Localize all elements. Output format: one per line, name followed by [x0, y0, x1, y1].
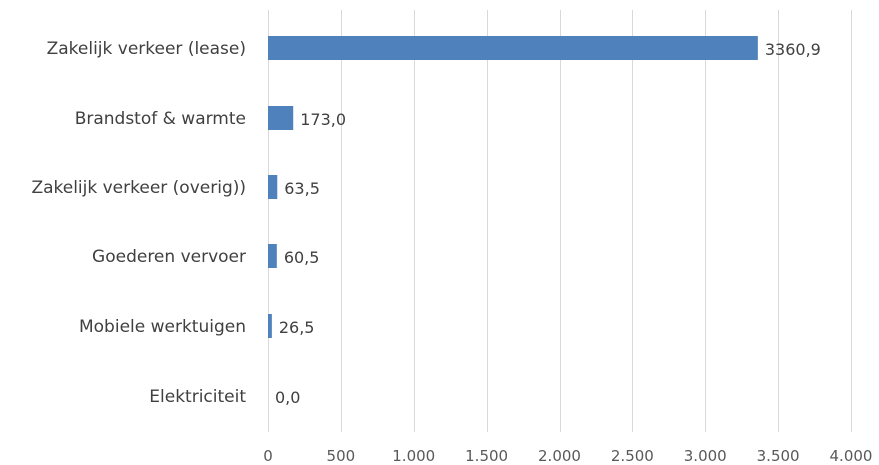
- category-label: Brandstof & warmte: [75, 109, 246, 129]
- value-label: 60,5: [284, 248, 320, 267]
- category-label: Elektriciteit: [149, 387, 246, 407]
- bar: [268, 175, 278, 199]
- x-tick-label: 2.500: [611, 447, 654, 465]
- chart-gridlines: [268, 10, 852, 432]
- x-tick-label: 2.000: [538, 447, 581, 465]
- bar: [268, 36, 758, 60]
- category-label: Mobiele werktuigen: [79, 317, 246, 337]
- value-labels: 3360,9 173,0 63,5 60,5 26,5 0,0: [275, 40, 821, 407]
- category-label: Goederen vervoer: [92, 247, 246, 267]
- x-tick-label: 500: [327, 447, 356, 465]
- x-tick-label: 4.000: [830, 447, 873, 465]
- x-tick-label: 0: [263, 447, 273, 465]
- x-tick-label: 3.500: [757, 447, 800, 465]
- x-tick-label: 1.000: [392, 447, 435, 465]
- x-tick-label: 1.500: [465, 447, 508, 465]
- value-label: 0,0: [275, 388, 300, 407]
- x-axis-tick-labels: 0 500 1.000 1.500 2.000 2.500 3.000 3.500 4.000: [263, 447, 872, 465]
- value-label: 63,5: [284, 179, 320, 198]
- value-label: 26,5: [279, 318, 315, 337]
- value-label: 173,0: [300, 110, 346, 129]
- value-label: 3360,9: [765, 40, 821, 59]
- bar: [268, 244, 277, 268]
- bar: [268, 314, 272, 338]
- category-label: Zakelijk verkeer (lease): [47, 39, 246, 59]
- category-labels: Zakelijk verkeer (lease) Brandstof & warm…: [31, 39, 246, 407]
- x-tick-label: 3.000: [684, 447, 727, 465]
- chart-bars: [268, 36, 758, 338]
- bar: [268, 106, 294, 130]
- category-label: Zakelijk verkeer (overig)): [31, 178, 246, 198]
